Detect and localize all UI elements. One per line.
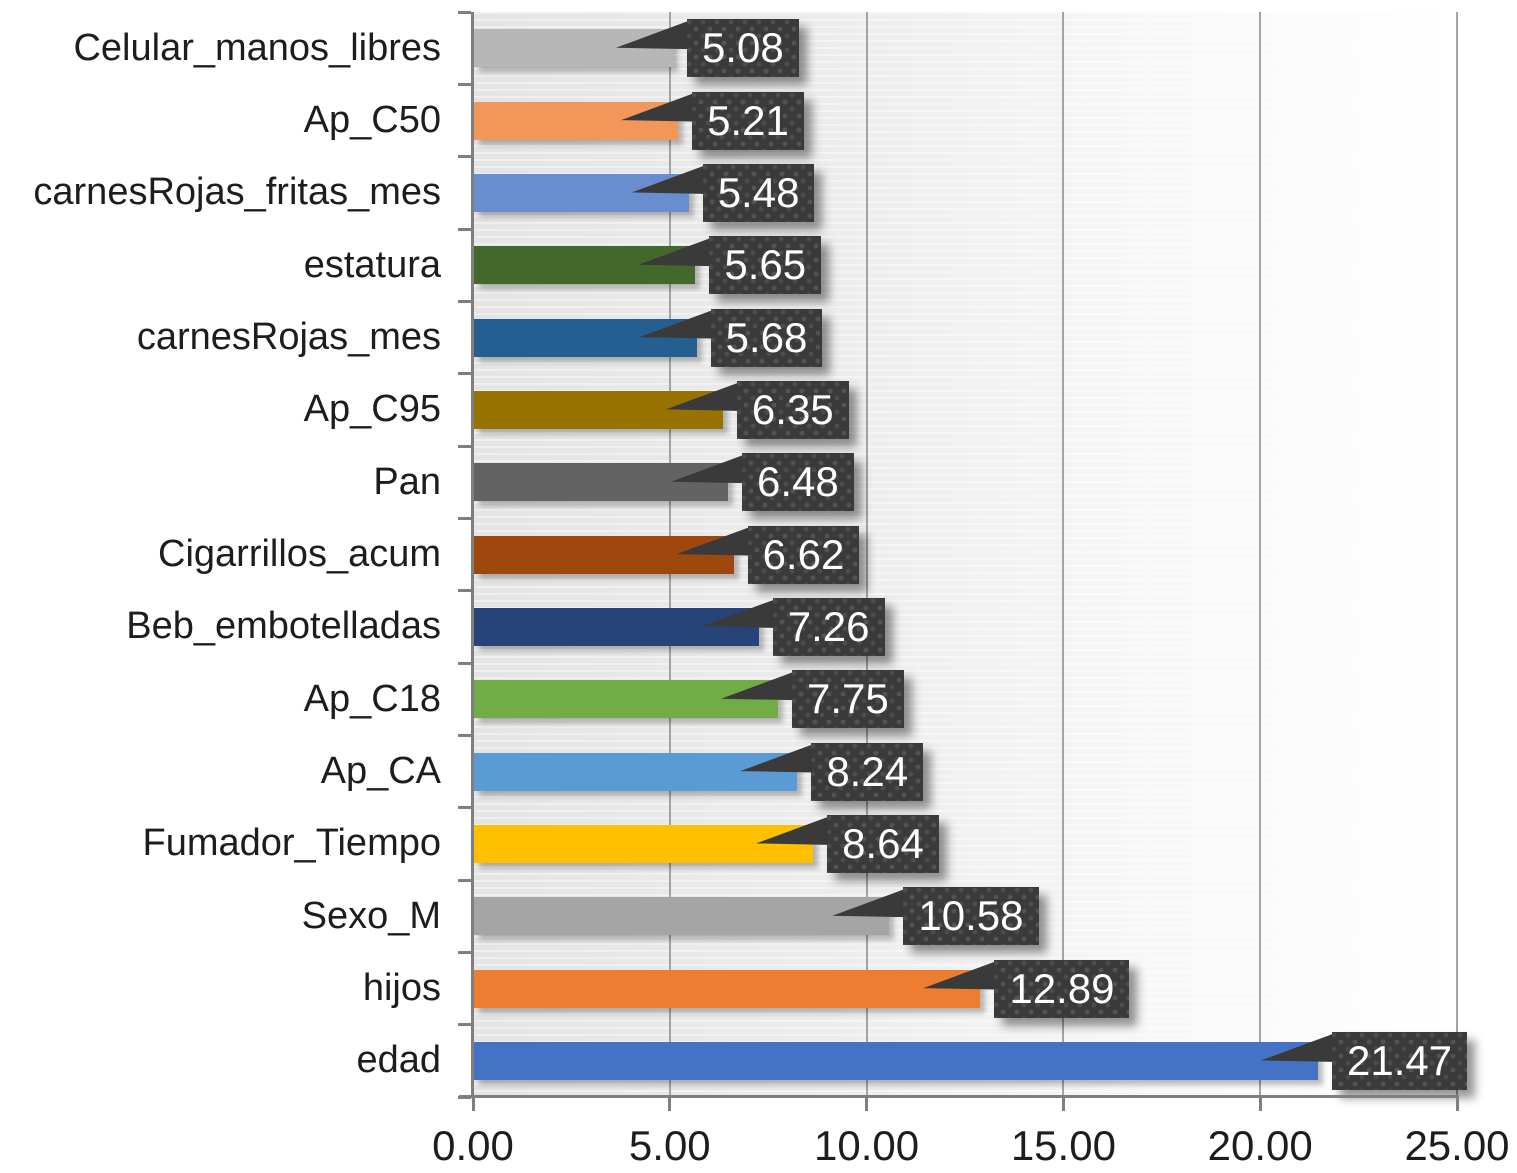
category-label: Ap_C95 (303, 388, 441, 431)
category-label: Ap_C18 (303, 677, 441, 720)
y-axis-tick (458, 878, 471, 882)
category-label: edad (356, 1039, 441, 1082)
category-label: Ap_C50 (303, 98, 441, 141)
data-label-callout: 12.89 (994, 959, 1129, 1018)
x-axis-tick-label: 0.00 (432, 1122, 514, 1169)
x-axis-tick-label: 20.00 (1207, 1122, 1313, 1169)
bar (474, 752, 798, 791)
bar (474, 463, 729, 502)
y-axis-tick (458, 372, 471, 376)
data-label-callout: 7.26 (773, 597, 885, 656)
gridline (1456, 12, 1458, 1097)
y-axis-tick (458, 733, 471, 737)
category-label: carnesRojas_fritas_mes (33, 171, 441, 214)
category-label: hijos (362, 966, 441, 1009)
category-label: Fumador_Tiempo (142, 822, 442, 865)
y-axis-tick (458, 444, 471, 448)
y-axis-tick (458, 82, 471, 86)
bar (474, 897, 890, 936)
bar (474, 390, 723, 429)
category-label: Celular_manos_libres (73, 26, 441, 69)
category-label: Beb_embotelladas (126, 605, 441, 648)
x-axis-tick (1061, 1098, 1065, 1111)
gridline (865, 12, 868, 1097)
bar (474, 969, 981, 1008)
bar (474, 824, 814, 863)
x-axis-tick-label: 25.00 (1404, 1122, 1510, 1169)
y-axis-tick (458, 155, 471, 159)
y-axis-tick (458, 10, 471, 14)
data-label-callout: 8.64 (827, 814, 939, 873)
x-axis-tick-label: 10.00 (814, 1122, 920, 1169)
bar (474, 1041, 1319, 1080)
x-axis-tick (1258, 1098, 1262, 1111)
category-label: Cigarrillos_acum (158, 532, 441, 575)
data-label-callout: 10.58 (903, 887, 1038, 946)
bar (474, 680, 779, 719)
y-axis-tick (458, 299, 471, 303)
x-axis-tick-label: 15.00 (1010, 1122, 1116, 1169)
y-axis-line (471, 12, 474, 1098)
data-label-callout: 5.08 (687, 19, 799, 78)
x-axis-line (459, 1095, 1459, 1098)
data-label-callout: 5.21 (692, 91, 804, 150)
x-axis-tick (471, 1098, 475, 1111)
data-label-callout: 5.68 (711, 308, 823, 367)
y-axis-tick (458, 516, 471, 520)
bar (474, 318, 697, 357)
data-label-callout: 6.48 (742, 453, 854, 512)
data-label-callout: 5.65 (709, 236, 821, 295)
data-label-callout: 5.48 (703, 163, 815, 222)
y-axis-tick (458, 1023, 471, 1027)
category-label: Sexo_M (301, 894, 441, 937)
x-axis-tick-label: 5.00 (628, 1122, 711, 1169)
y-axis-tick (458, 806, 471, 810)
x-axis-tick (1455, 1098, 1459, 1111)
bar (474, 607, 759, 646)
bar (474, 246, 696, 285)
data-label-callout: 8.24 (811, 742, 923, 801)
y-axis-tick (458, 227, 471, 231)
gridline (1259, 12, 1262, 1097)
y-axis-tick (458, 950, 471, 954)
category-label: carnesRojas_mes (136, 315, 441, 358)
x-axis-tick (668, 1098, 672, 1111)
data-label-callout: 6.62 (748, 525, 860, 584)
y-axis-tick (458, 589, 471, 593)
category-label: Ap_CA (320, 749, 441, 792)
y-axis-tick (458, 661, 471, 665)
gridline (1062, 12, 1065, 1097)
category-label: Pan (373, 460, 441, 503)
x-axis-tick (865, 1098, 869, 1111)
data-label-callout: 7.75 (792, 670, 904, 729)
data-label-callout: 21.47 (1332, 1031, 1467, 1090)
data-label-callout: 6.35 (737, 380, 849, 439)
bar (474, 535, 734, 574)
category-label: estatura (303, 243, 441, 286)
